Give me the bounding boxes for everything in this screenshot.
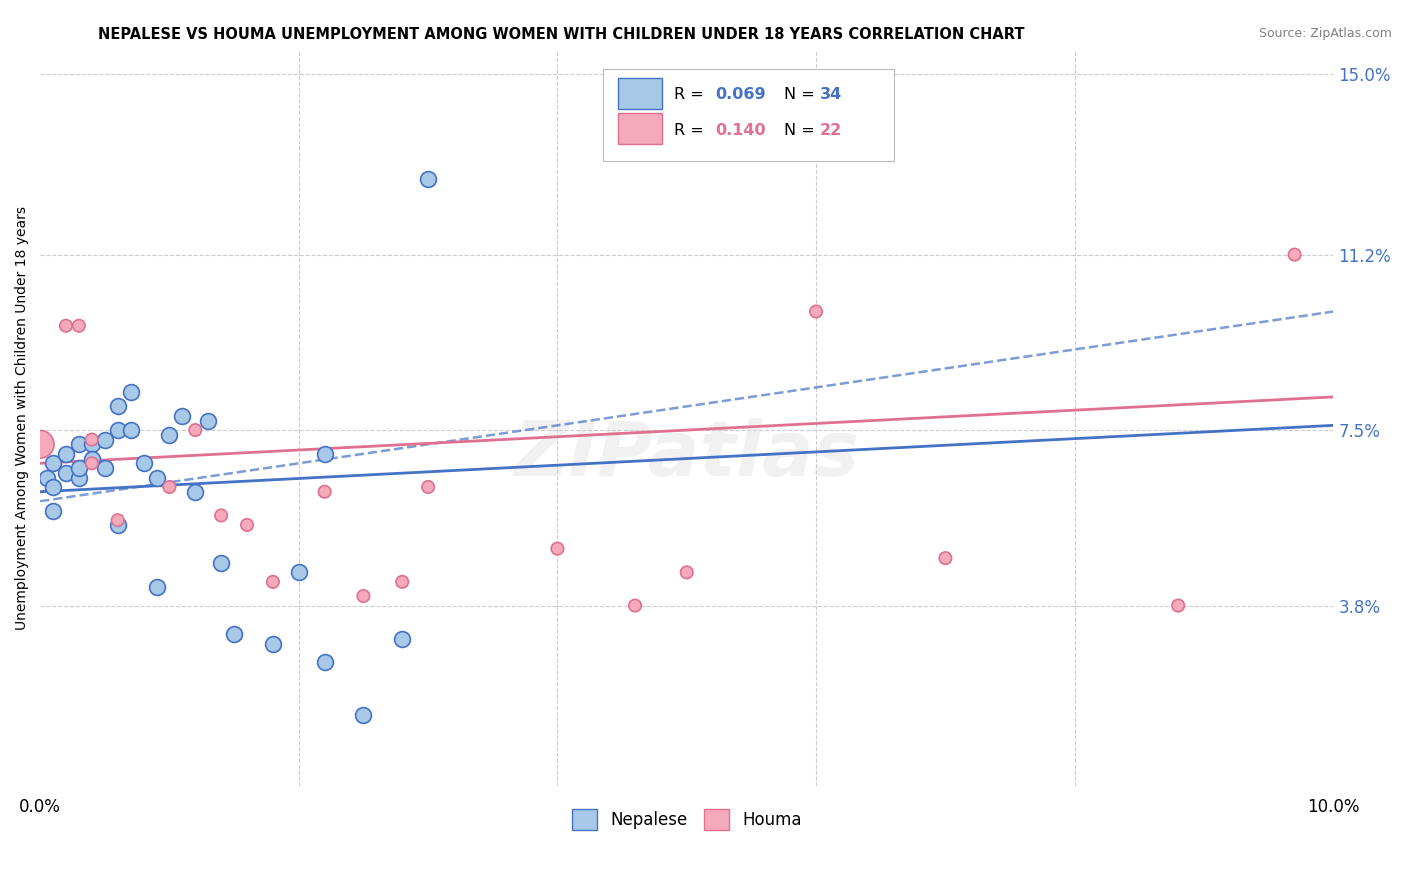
Text: R =: R =	[673, 122, 709, 137]
Point	[1167, 599, 1189, 613]
Text: NEPALESE VS HOUMA UNEMPLOYMENT AMONG WOMEN WITH CHILDREN UNDER 18 YEARS CORRELAT: NEPALESE VS HOUMA UNEMPLOYMENT AMONG WOM…	[98, 27, 1025, 42]
Point	[159, 480, 181, 494]
Point	[209, 556, 232, 570]
Point	[42, 456, 65, 470]
Point	[546, 541, 568, 556]
FancyBboxPatch shape	[603, 69, 894, 161]
Point	[262, 636, 284, 650]
Point	[675, 566, 697, 580]
Text: 34: 34	[820, 87, 842, 103]
Text: ZIPatlas: ZIPatlas	[513, 418, 859, 492]
Point	[145, 470, 167, 484]
Point	[197, 414, 219, 428]
Point	[42, 504, 65, 518]
Point	[107, 400, 129, 414]
Point	[184, 423, 207, 437]
Point	[120, 385, 142, 400]
Point	[352, 707, 374, 722]
Y-axis label: Unemployment Among Women with Children Under 18 years: Unemployment Among Women with Children U…	[15, 206, 30, 631]
FancyBboxPatch shape	[619, 113, 662, 144]
Text: N =: N =	[783, 87, 820, 103]
Point	[391, 574, 413, 589]
Point	[172, 409, 194, 423]
Point	[67, 437, 90, 451]
Text: R =: R =	[673, 87, 709, 103]
Point	[262, 574, 284, 589]
Point	[107, 513, 129, 527]
Point	[416, 480, 439, 494]
Point	[352, 589, 374, 603]
Point	[35, 470, 58, 484]
Point	[416, 171, 439, 186]
Point	[314, 656, 336, 670]
Point	[107, 518, 129, 533]
Legend: Nepalese, Houma: Nepalese, Houma	[565, 803, 808, 837]
Point	[145, 580, 167, 594]
Point	[314, 484, 336, 499]
Point	[55, 466, 77, 480]
Point	[120, 423, 142, 437]
Point	[184, 484, 207, 499]
Point	[94, 433, 117, 447]
Point	[1284, 247, 1306, 261]
Point	[287, 566, 309, 580]
Point	[624, 599, 647, 613]
Point	[55, 318, 77, 333]
Point	[94, 461, 117, 475]
Point	[804, 304, 827, 318]
Point	[209, 508, 232, 523]
Point	[67, 470, 90, 484]
Point	[391, 632, 413, 646]
Point	[80, 437, 103, 451]
Point	[30, 437, 52, 451]
Point	[67, 461, 90, 475]
Point	[42, 480, 65, 494]
Point	[159, 427, 181, 442]
Point	[80, 433, 103, 447]
Point	[314, 447, 336, 461]
Point	[80, 456, 103, 470]
Point	[67, 318, 90, 333]
FancyBboxPatch shape	[619, 78, 662, 109]
Text: 0.069: 0.069	[716, 87, 766, 103]
Point	[236, 518, 259, 533]
Point	[132, 456, 155, 470]
Text: N =: N =	[783, 122, 820, 137]
Point	[55, 447, 77, 461]
Point	[224, 627, 246, 641]
Point	[80, 451, 103, 466]
Point	[934, 551, 956, 566]
Text: 0.140: 0.140	[716, 122, 766, 137]
Text: Source: ZipAtlas.com: Source: ZipAtlas.com	[1258, 27, 1392, 40]
Text: 22: 22	[820, 122, 842, 137]
Point	[107, 423, 129, 437]
